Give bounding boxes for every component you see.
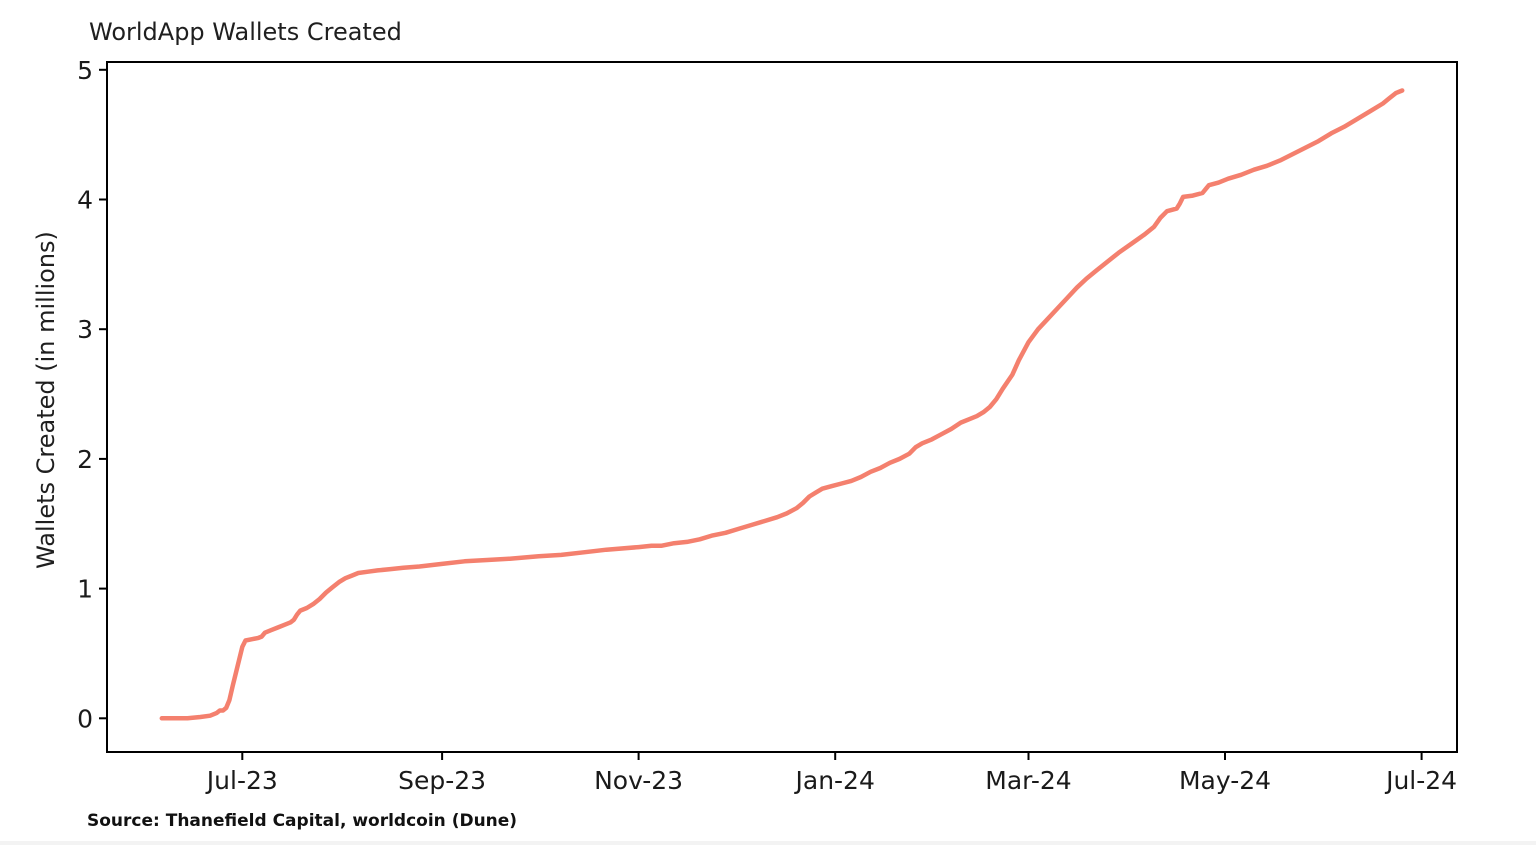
x-tick-label: Nov-23	[594, 766, 683, 795]
x-tick-label: Mar-24	[985, 766, 1071, 795]
chart-title: WorldApp Wallets Created	[89, 18, 402, 46]
x-tick-label: Jul-24	[1384, 766, 1457, 795]
y-tick-label: 1	[77, 575, 93, 604]
x-tick-label: Sep-23	[398, 766, 486, 795]
y-tick-label: 0	[77, 704, 93, 733]
axes-spines	[106, 61, 1458, 753]
x-tick-label: Jul-23	[205, 766, 278, 795]
bottom-edge-strip	[0, 841, 1536, 845]
y-tick-label: 3	[77, 315, 93, 344]
y-tick-label: 5	[77, 56, 93, 85]
x-tick-label: Jan-24	[794, 766, 875, 795]
x-tick-label: May-24	[1179, 766, 1271, 795]
source-note: Source: Thanefield Capital, worldcoin (D…	[87, 811, 518, 831]
y-tick-label: 4	[77, 186, 93, 215]
wallets-created-line	[159, 88, 1405, 721]
y-tick-label: 2	[77, 445, 93, 474]
